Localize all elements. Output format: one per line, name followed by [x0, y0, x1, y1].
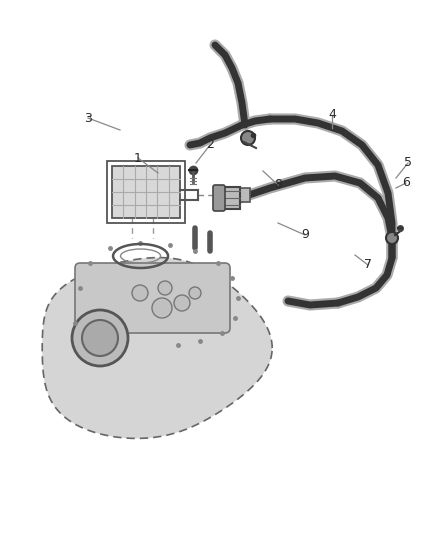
Text: 8: 8 [274, 179, 282, 191]
Circle shape [174, 295, 190, 311]
Circle shape [189, 287, 201, 299]
Bar [112, 166, 180, 218]
Text: 9: 9 [301, 229, 309, 241]
Polygon shape [42, 257, 272, 439]
Circle shape [386, 232, 398, 244]
Text: 5: 5 [404, 157, 412, 169]
Circle shape [82, 320, 118, 356]
Bar [234, 188, 250, 201]
Bar [107, 161, 185, 223]
Bar [220, 187, 240, 209]
Text: 3: 3 [84, 111, 92, 125]
FancyBboxPatch shape [213, 185, 225, 211]
Text: 2: 2 [206, 139, 214, 151]
Text: 4: 4 [328, 109, 336, 122]
Circle shape [132, 285, 148, 301]
Text: 1: 1 [134, 151, 142, 165]
Text: 6: 6 [402, 176, 410, 190]
Circle shape [241, 131, 255, 145]
Text: 7: 7 [364, 259, 372, 271]
Circle shape [158, 281, 172, 295]
FancyBboxPatch shape [75, 263, 230, 333]
Circle shape [72, 310, 128, 366]
Circle shape [152, 298, 172, 318]
